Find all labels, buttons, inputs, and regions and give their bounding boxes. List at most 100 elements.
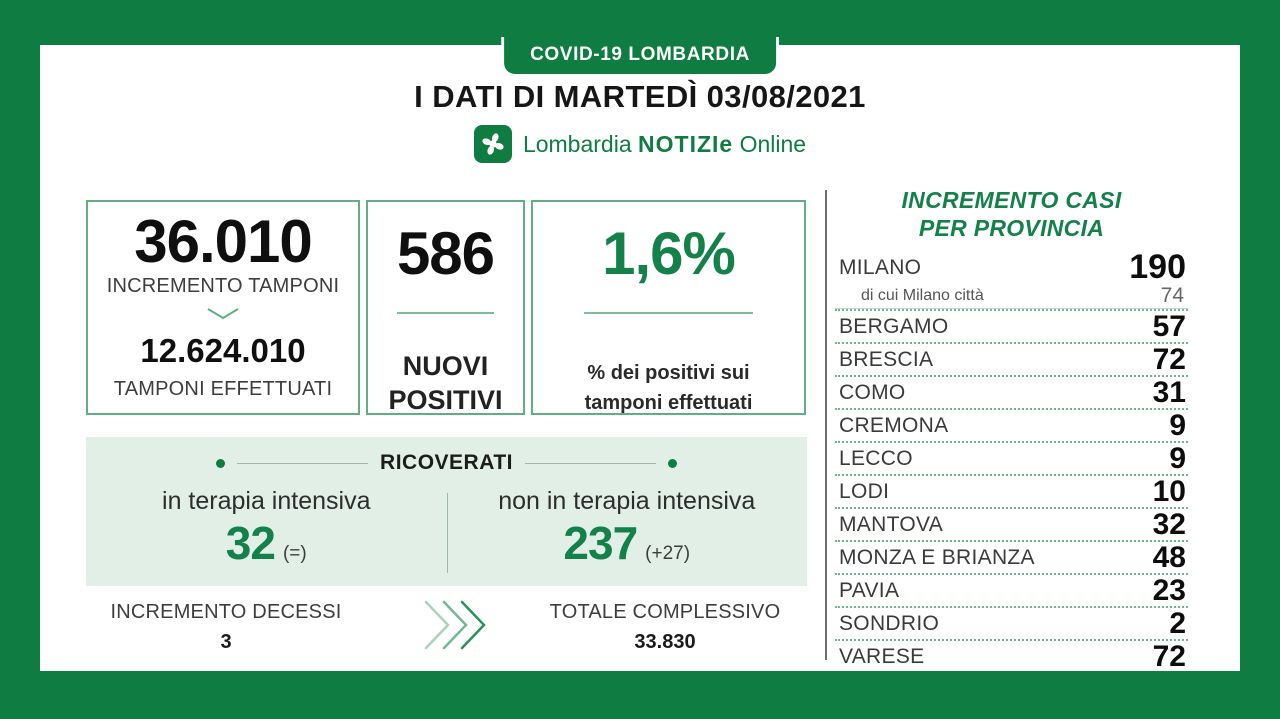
non-terapia-intensiva-block: non in terapia intensiva 237 (+27)	[447, 487, 808, 570]
logo-brand: NOTIZIe	[638, 130, 734, 157]
logo-suffix: Online	[739, 130, 807, 157]
province-value: 32	[1152, 507, 1186, 541]
page-title: I DATI DI MARTEDÌ 03/08/2021	[414, 79, 866, 114]
terapia-intensiva-label: in terapia intensiva	[162, 487, 371, 515]
percentuale-positivi-box: 1,6% % dei positivi sui tamponi effettua…	[531, 200, 806, 415]
nuovi-positivi-label-line2: POSITIVI	[388, 384, 503, 415]
province-name: VARESE	[839, 644, 925, 668]
decessi-block: INCREMENTO DECESSI 3	[86, 601, 366, 654]
province-value: 9	[1169, 441, 1186, 475]
decessi-label: INCREMENTO DECESSI	[110, 601, 342, 623]
province-name: BERGAMO	[839, 314, 949, 338]
percentuale-label-line2: tamponi effettuati	[584, 392, 753, 414]
province-value: 2	[1169, 606, 1186, 640]
province-value: 31	[1152, 375, 1186, 409]
province-name: MANTOVA	[839, 512, 944, 536]
ricoverati-header: RICOVERATI	[86, 437, 807, 475]
milano-city-value: 74	[1160, 284, 1184, 308]
percentuale-value: 1,6%	[602, 220, 736, 287]
incremento-tamponi-label: INCREMENTO TAMPONI	[106, 275, 340, 297]
divider-line	[584, 312, 753, 314]
province-row-milano: MILANO 190 di cui Milano città 74	[835, 248, 1188, 312]
header-rule-left	[237, 462, 369, 464]
divider-line	[397, 312, 494, 314]
logo-wordmark: Lombardia NOTIZIe Online	[523, 131, 806, 158]
province-title-line2: PER PROVINCIA	[918, 215, 1105, 242]
province-panel-title: INCREMENTO CASI PER PROVINCIA	[835, 186, 1188, 242]
province-rows: MILANO 190 di cui Milano città 74 BERGAM…	[835, 248, 1188, 673]
province-value: 72	[1152, 639, 1186, 673]
province-value: 9	[1169, 408, 1186, 442]
ricoverati-center-divider	[446, 493, 448, 573]
tamponi-totali-value: 12.624.010	[140, 332, 306, 369]
milano-city-label: di cui Milano città	[861, 287, 984, 305]
province-row: LODI 10	[835, 474, 1188, 510]
province-row: BRESCIA 72	[835, 342, 1188, 378]
header-badge: COVID-19 LOMBARDIA	[501, 37, 779, 77]
nuovi-positivi-value: 586	[396, 220, 495, 287]
totale-block: TOTALE COMPLESSIVO 33.830	[520, 601, 810, 654]
percentuale-label-line1: % dei positivi sui	[587, 362, 750, 384]
stat-boxes-row: 36.010 INCREMENTO TAMPONI 12.624.010 TAM…	[86, 200, 806, 415]
percentuale-label: % dei positivi sui tamponi effettuati	[533, 358, 804, 418]
terapia-intensiva-block: in terapia intensiva 32 (=)	[86, 487, 447, 570]
province-name: MILANO	[839, 255, 922, 279]
chevron-down-icon	[206, 307, 240, 325]
bullet-dot-icon	[216, 458, 225, 468]
province-row: VARESE 72	[835, 639, 1188, 673]
province-name: CREMONA	[839, 413, 949, 437]
non-terapia-intensiva-value-row: 237 (+27)	[447, 516, 808, 570]
province-name: LECCO	[839, 446, 913, 470]
logo-name: Lombardia	[522, 130, 632, 157]
lombardia-notizie-logo: Lombardia NOTIZIe Online	[40, 125, 1240, 163]
province-row: LECCO 9	[835, 441, 1188, 477]
ricoverati-title: RICOVERATI	[380, 451, 513, 474]
province-name: SONDRIO	[839, 611, 940, 635]
ricoverati-panel: RICOVERATI in terapia intensiva 32 (=) no…	[86, 437, 807, 586]
non-terapia-intensiva-value: 237	[563, 517, 638, 569]
province-row: MANTOVA 32	[835, 507, 1188, 543]
province-value: 23	[1152, 573, 1186, 607]
terapia-intensiva-delta: (=)	[282, 543, 307, 564]
terapia-intensiva-value: 32	[225, 517, 276, 569]
province-name: PAVIA	[839, 578, 900, 602]
tamponi-box: 36.010 INCREMENTO TAMPONI 12.624.010 TAM…	[86, 200, 360, 415]
rosa-camuna-icon	[473, 125, 512, 163]
terapia-intensiva-value-row: 32 (=)	[86, 516, 447, 570]
decessi-value: 3	[220, 631, 232, 653]
province-row: PAVIA 23	[835, 573, 1188, 609]
province-value: 10	[1152, 474, 1186, 508]
triple-chevron-right-icon	[422, 596, 488, 659]
non-terapia-intensiva-label: non in terapia intensiva	[498, 487, 756, 515]
province-panel: INCREMENTO CASI PER PROVINCIA MILANO 190…	[835, 186, 1188, 673]
totale-value: 33.830	[634, 631, 696, 653]
province-value: 72	[1152, 342, 1186, 376]
vertical-divider	[825, 190, 827, 660]
province-value: 48	[1152, 540, 1186, 574]
province-row: COMO 31	[835, 375, 1188, 411]
header-rule-right	[524, 462, 657, 464]
tamponi-totali-label: TAMPONI EFFETTUATI	[113, 378, 333, 400]
province-row: MONZA E BRIANZA 48	[835, 540, 1188, 576]
ricoverati-body: in terapia intensiva 32 (=) non in terapi…	[86, 487, 807, 570]
incremento-tamponi-value: 36.010	[134, 208, 313, 275]
bullet-dot-icon	[668, 458, 678, 468]
province-name: COMO	[839, 380, 906, 404]
province-name: MONZA E BRIANZA	[839, 545, 1035, 569]
non-terapia-intensiva-delta: (+27)	[645, 543, 691, 564]
province-name: BRESCIA	[839, 347, 934, 371]
nuovi-positivi-label: NUOVI POSITIVI	[368, 350, 523, 418]
milano-city-sub-row: di cui Milano città 74	[835, 284, 1188, 310]
province-row: SONDRIO 2	[835, 606, 1188, 642]
province-name: LODI	[839, 479, 890, 503]
nuovi-positivi-label-line1: NUOVI	[402, 351, 489, 381]
totale-label: TOTALE COMPLESSIVO	[549, 601, 781, 623]
province-row: BERGAMO 57	[835, 309, 1188, 345]
province-value: 190	[1129, 248, 1186, 287]
province-title-line1: INCREMENTO CASI	[901, 187, 1122, 213]
province-value: 57	[1152, 309, 1186, 343]
province-row: CREMONA 9	[835, 408, 1188, 444]
content-area: COVID-19 LOMBARDIA I DATI DI MARTEDÌ 03/…	[40, 37, 1240, 673]
nuovi-positivi-box: 586 NUOVI POSITIVI	[366, 200, 525, 415]
